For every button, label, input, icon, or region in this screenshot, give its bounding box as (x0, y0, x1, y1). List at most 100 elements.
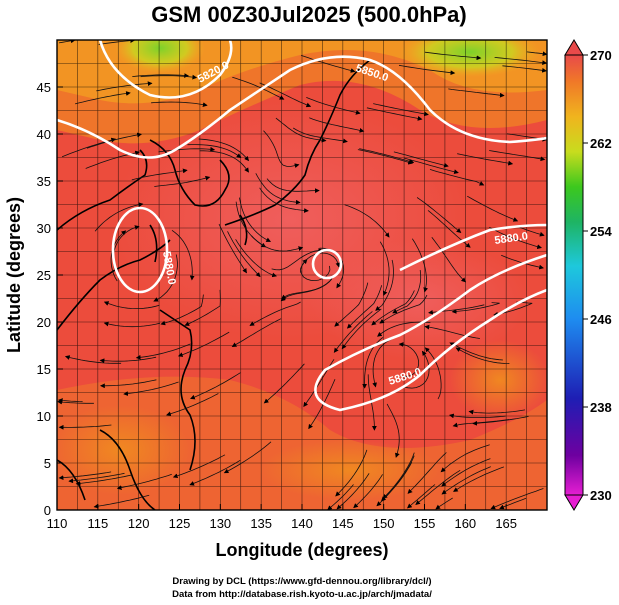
streamline (333, 311, 373, 353)
y-axis-label: Latitude (degrees) (4, 197, 24, 353)
streamline (366, 107, 423, 121)
y-tick-label: 45 (37, 80, 51, 95)
cold-pocket-northwest (115, 40, 205, 73)
streamline (154, 175, 211, 187)
streamline (153, 254, 178, 302)
y-tick-label: 20 (37, 315, 51, 330)
y-tick-label: 30 (37, 221, 51, 236)
streamline (398, 342, 420, 377)
streamline (96, 81, 153, 92)
streamline (218, 223, 247, 274)
x-tick-label: 160 (454, 516, 476, 531)
streamline (499, 497, 527, 510)
x-axis: 110 115 120 125 130 135 140 145 150 155 160 165 (47, 504, 517, 531)
streamline (103, 321, 161, 328)
x-tick-label: 145 (332, 516, 354, 531)
streamline (58, 471, 112, 480)
streamline (472, 416, 529, 426)
streamline (300, 55, 356, 73)
colorbar: 270 262 254 246 238 230 (564, 39, 612, 511)
colorbar-tick-label: 230 (590, 488, 612, 503)
x-axis-label: Longitude (degrees) (215, 540, 388, 560)
x-tick-label: 110 (47, 516, 68, 531)
colorbar-scale (564, 54, 584, 496)
streamline (99, 356, 157, 364)
y-axis: 0 5 10 15 20 25 30 35 40 45 (37, 80, 63, 518)
orange-blob-east (450, 340, 547, 420)
streamline (411, 238, 429, 293)
streamline (160, 294, 204, 326)
contour-line-5850-north (57, 55, 547, 159)
streamline (357, 149, 413, 165)
orange-blob-south (260, 440, 440, 500)
wind-streamlines (57, 40, 547, 510)
streamline (131, 168, 188, 181)
streamline (441, 466, 491, 495)
streamline (75, 91, 131, 105)
streamline (64, 355, 122, 364)
streamline (292, 127, 348, 144)
streamline (184, 289, 221, 326)
streamline (57, 398, 83, 403)
streamline (177, 331, 230, 357)
colorbar-tick-label: 238 (590, 400, 612, 415)
streamline (344, 204, 390, 238)
streamline (440, 444, 490, 473)
x-tick-label: 155 (414, 516, 436, 531)
contour-line-5880-southeast (314, 253, 547, 412)
contour-line-5820 (98, 40, 233, 99)
streamline (158, 146, 216, 153)
streamline (335, 449, 368, 497)
streamline (392, 269, 422, 314)
streamline (502, 65, 547, 73)
streamline (58, 424, 112, 430)
streamline (110, 230, 127, 282)
coastline-china (57, 149, 148, 231)
streamline (235, 239, 277, 278)
streamline (359, 148, 415, 164)
streamline (451, 302, 500, 314)
orange-blob-south-west (57, 405, 190, 495)
x-tick-label: 115 (87, 516, 108, 531)
streamline (239, 197, 272, 242)
credit-data: Data from http://database.rish.kyoto-u.a… (172, 589, 432, 600)
coastline-borneo (99, 429, 156, 510)
y-tick-label: 10 (37, 409, 51, 424)
colorbar-top-arrow (564, 39, 584, 56)
streamline (263, 363, 305, 404)
streamline (266, 178, 320, 193)
streamline (271, 248, 324, 271)
streamline (166, 393, 219, 417)
streamline (346, 285, 383, 329)
coastline-indochina (57, 459, 86, 501)
streamline (309, 117, 365, 133)
streamline (140, 74, 198, 80)
coastline-taiwan (149, 224, 158, 263)
streamline (424, 51, 482, 61)
contour-label-5880-west: 5880.0 (160, 250, 178, 285)
x-tick-label: 140 (291, 516, 313, 531)
streamline (386, 403, 400, 458)
y-tick-label: 15 (37, 362, 51, 377)
colorbar-tick-label: 270 (590, 48, 612, 63)
streamline (468, 409, 526, 415)
y-tick-label: 40 (37, 127, 51, 142)
streamline (393, 151, 449, 168)
contour-line-5880-center-cell (311, 248, 343, 280)
streamline (341, 308, 382, 350)
streamline (441, 458, 491, 487)
x-tick-label: 120 (128, 516, 150, 531)
streamline (424, 347, 442, 400)
streamline (199, 150, 249, 173)
x-tick-label: 135 (250, 516, 272, 531)
streamline (379, 294, 428, 324)
streamline (353, 474, 383, 509)
coastline-philippines (159, 309, 196, 471)
streamline (93, 494, 150, 509)
streamline (431, 236, 467, 283)
streamline (406, 484, 436, 509)
streamline (172, 454, 226, 479)
streamline (116, 473, 172, 490)
streamline (526, 51, 547, 57)
